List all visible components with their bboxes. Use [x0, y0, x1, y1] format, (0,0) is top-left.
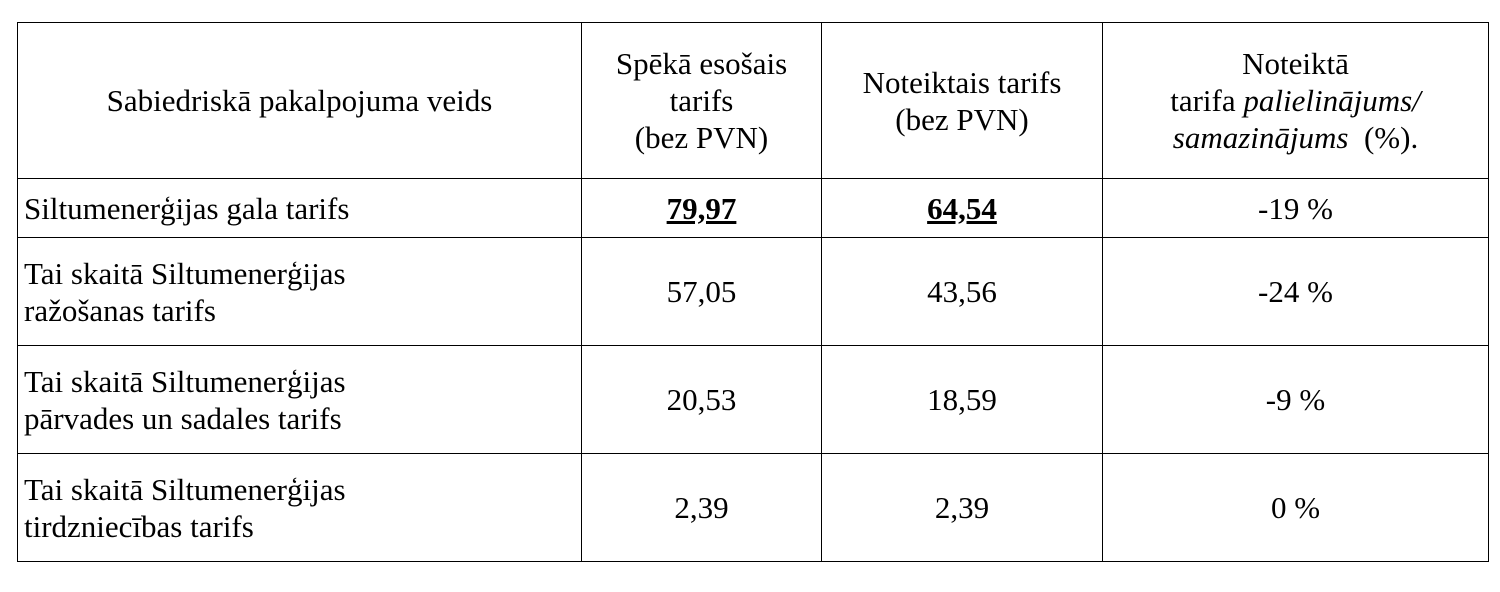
table-cell: Siltumenerģijas gala tarifs	[17, 178, 582, 238]
table-cell: 2,39	[581, 453, 822, 562]
tariff-table: Sabiedriskā pakalpojuma veids Spēkā esoš…	[17, 22, 1489, 562]
row-label: Siltumenerģijas gala tarifs	[24, 190, 350, 226]
header-text: Noteiktā	[1242, 46, 1349, 81]
table-cell: -19 %	[1102, 178, 1489, 238]
cell-value: 57,05	[666, 274, 737, 309]
row-label: Tai skaitā Siltumenerģijas	[24, 363, 346, 399]
cell-value: -24 %	[1258, 274, 1333, 309]
table-cell: -9 %	[1102, 345, 1489, 454]
cell-value: 0 %	[1270, 490, 1321, 525]
row-label: Tai skaitā Siltumenerģijas	[24, 471, 346, 507]
header-cell: Noteiktā tarifa palielinājums/ samazināj…	[1102, 22, 1489, 179]
header-text-italic: samazinājums	[1172, 120, 1349, 155]
header-cell: Noteiktais tarifs (bez PVN)	[821, 22, 1103, 179]
table-cell: 64,54	[821, 178, 1103, 238]
table-cell: -24 %	[1102, 237, 1489, 346]
header-text: (%).	[1363, 120, 1419, 155]
table-row: Siltumenerģijas gala tarifs 79,97 64,54 -19…	[17, 178, 1489, 238]
table-cell: Tai skaitā Siltumenerģijas pārvades un sa…	[17, 345, 582, 454]
header-text: Noteiktais tarifs	[862, 64, 1062, 100]
table-row: Tai skaitā Siltumenerģijas pārvades un sa…	[17, 345, 1489, 454]
header-cell: Sabiedriskā pakalpojuma veids	[17, 22, 582, 179]
table-row: Tai skaitā Siltumenerģijas tirdzniecības …	[17, 453, 1489, 562]
header-text: (bez PVN)	[634, 120, 769, 155]
header-line: samazinājums (%).	[1109, 119, 1482, 156]
cell-value: 2,39	[674, 490, 729, 525]
row-label: pārvades un sadales tarifs	[24, 400, 342, 436]
cell-value: 64,54	[927, 190, 997, 226]
header-text: Sabiedriskā pakalpojuma veids	[106, 83, 493, 118]
cell-value: 20,53	[666, 382, 737, 417]
table-cell: 20,53	[581, 345, 822, 454]
header-cell: Spēkā esošais tarifs (bez PVN)	[581, 22, 822, 179]
header-row: Sabiedriskā pakalpojuma veids Spēkā esoš…	[17, 22, 1489, 179]
row-label: Tai skaitā Siltumenerģijas	[24, 255, 346, 291]
cell-value: 18,59	[927, 382, 997, 417]
table-cell: 0 %	[1102, 453, 1489, 562]
row-label: ražošanas tarifs	[24, 292, 216, 328]
table-body: Siltumenerģijas gala tarifs 79,97 64,54 -19…	[17, 178, 1489, 562]
table-cell: Tai skaitā Siltumenerģijas tirdzniecības …	[17, 453, 582, 562]
table-cell: 2,39	[821, 453, 1103, 562]
header-line: tarifa palielinājums/	[1109, 82, 1482, 119]
row-label: tirdzniecības tarifs	[24, 508, 254, 544]
table-cell: 79,97	[581, 178, 822, 238]
cell-value: 43,56	[927, 274, 997, 309]
table-cell: 18,59	[821, 345, 1103, 454]
table-row: Tai skaitā Siltumenerģijas ražošanas tari…	[17, 237, 1489, 346]
table-cell: 57,05	[581, 237, 822, 346]
header-text: tarifs	[669, 83, 734, 118]
cell-value: -9 %	[1265, 382, 1326, 417]
header-text-italic: palielinājums/	[1243, 83, 1421, 118]
table-cell: 43,56	[821, 237, 1103, 346]
header-text: Spēkā esošais	[615, 46, 788, 81]
header-text: (bez PVN)	[895, 101, 1029, 137]
cell-value: -19 %	[1258, 190, 1333, 226]
table-cell: Tai skaitā Siltumenerģijas ražošanas tari…	[17, 237, 582, 346]
cell-value: 2,39	[934, 490, 990, 525]
cell-value: 79,97	[666, 190, 737, 226]
header-text: tarifa	[1170, 83, 1236, 118]
